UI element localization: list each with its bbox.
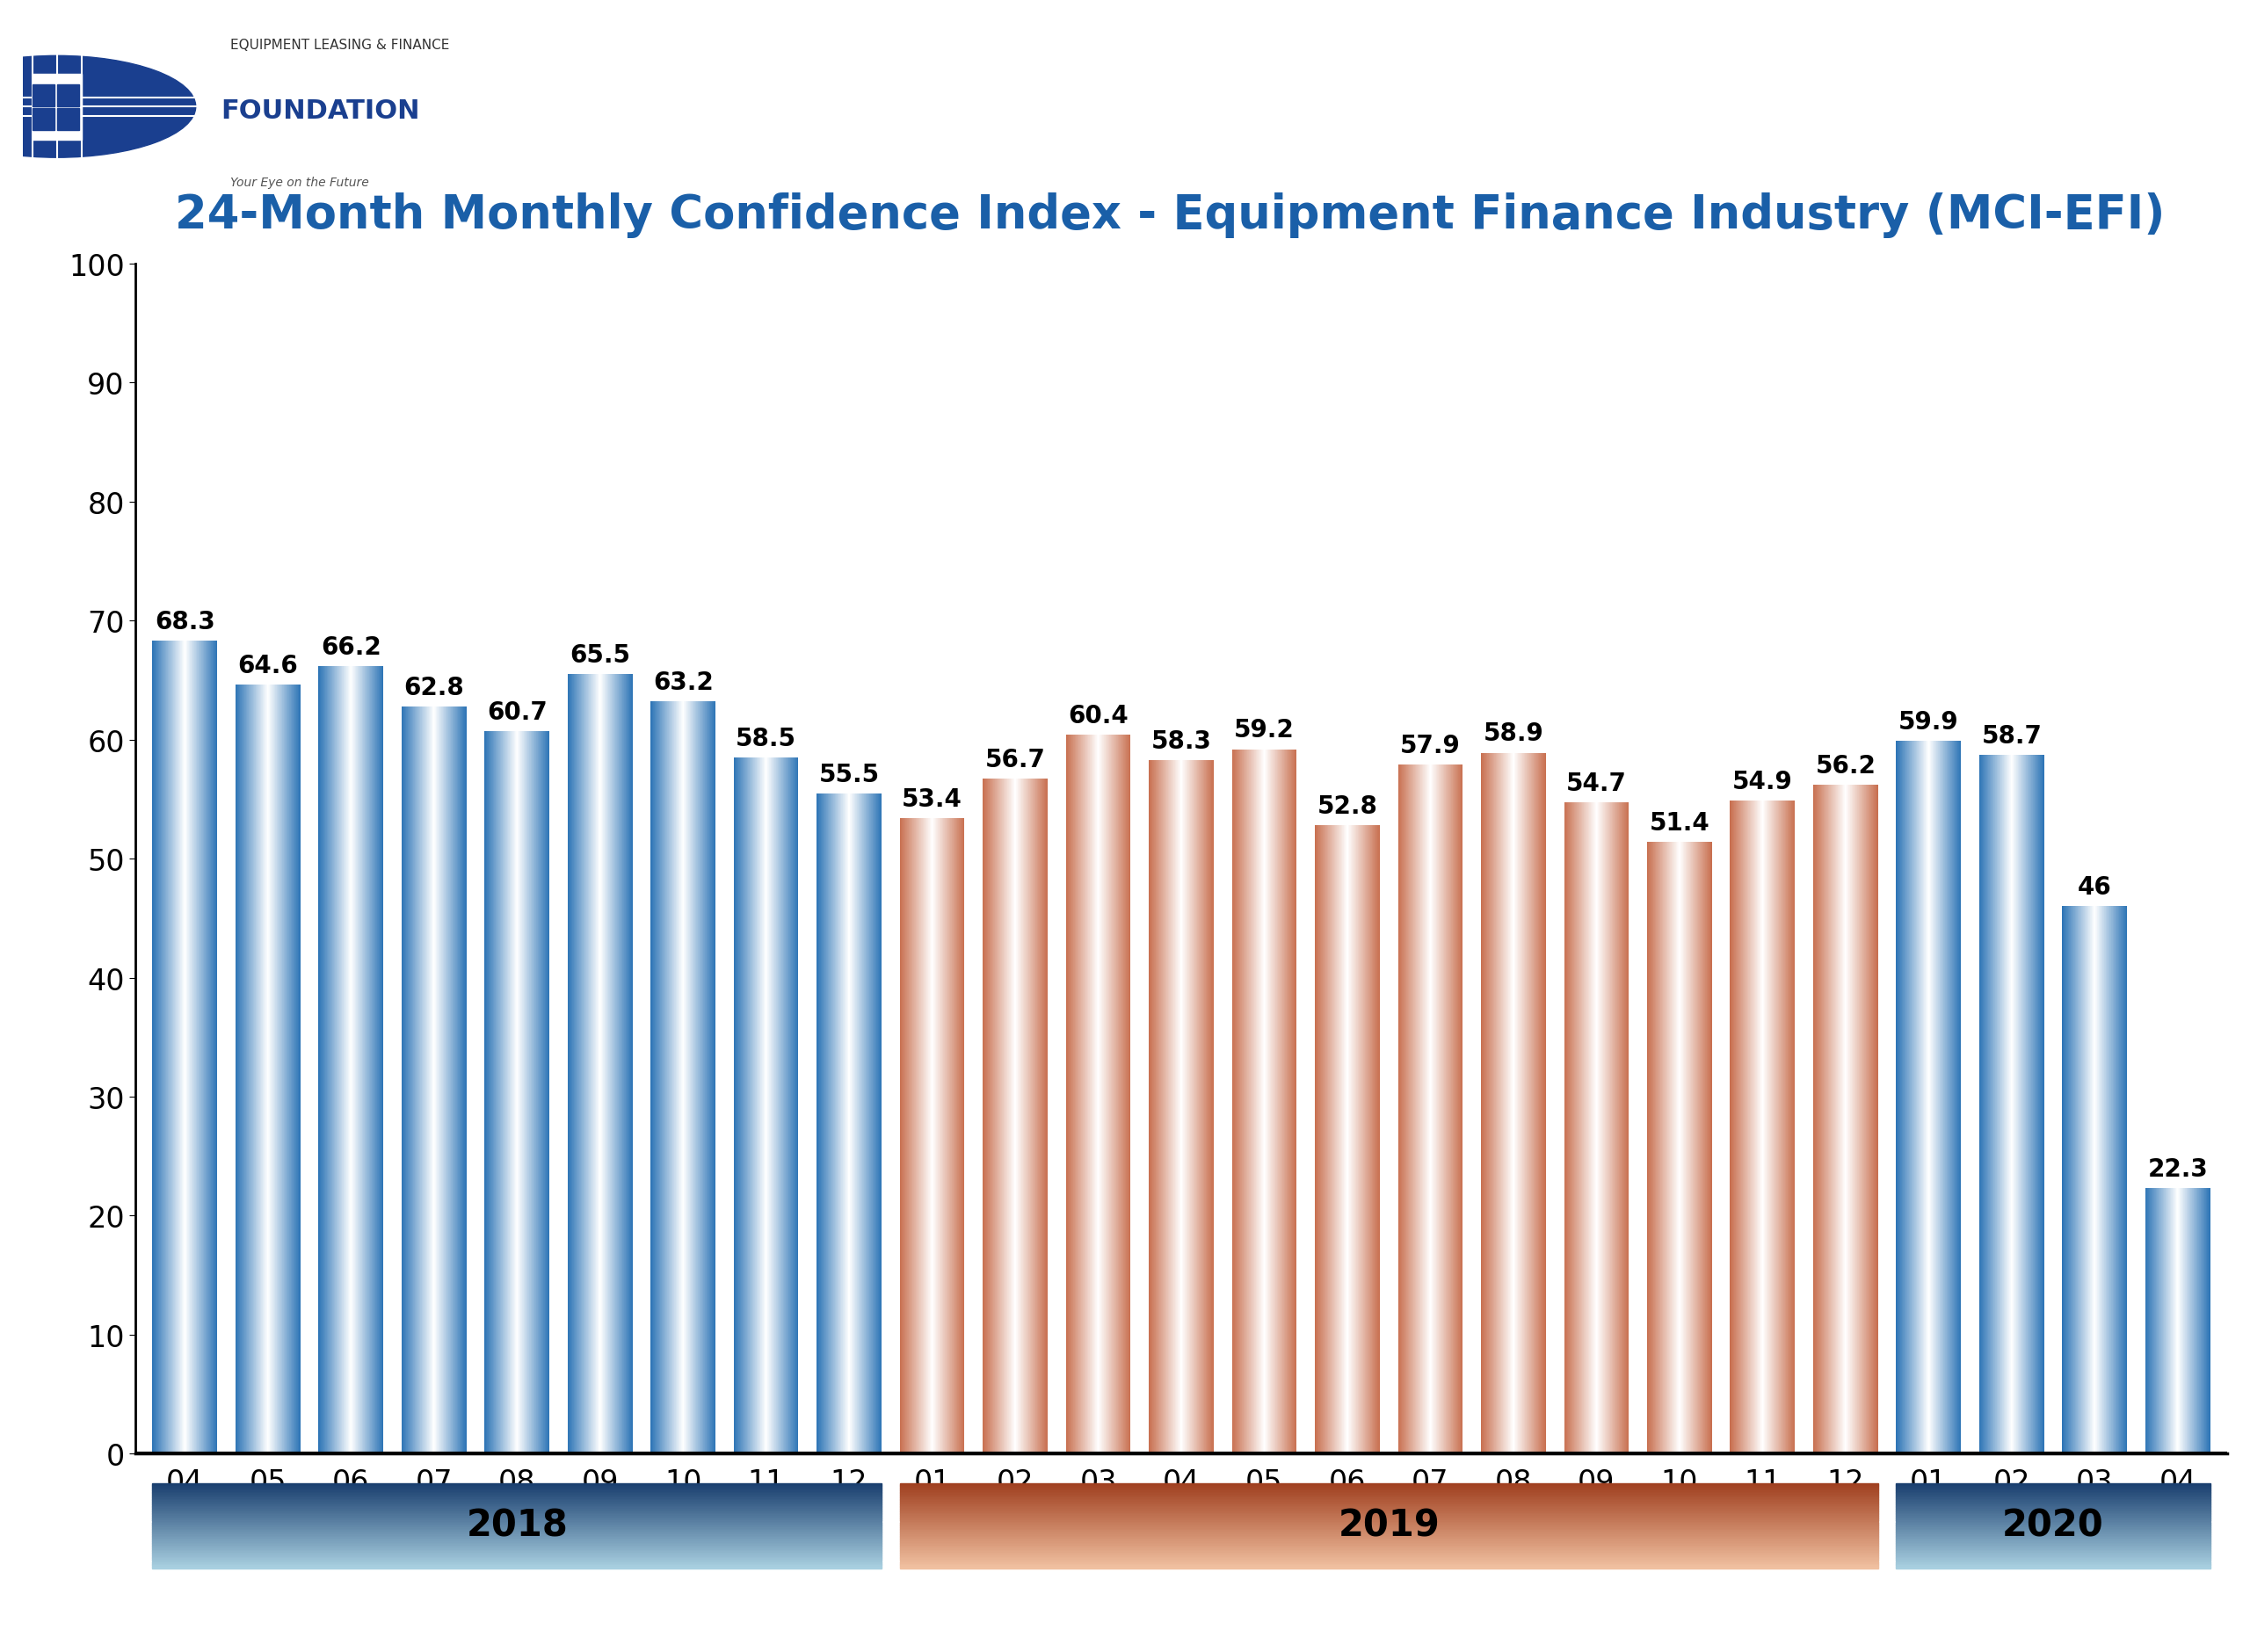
Text: 46: 46 xyxy=(2077,876,2113,899)
Text: 54.7: 54.7 xyxy=(1566,771,1627,796)
Text: 63.2: 63.2 xyxy=(652,671,713,695)
FancyBboxPatch shape xyxy=(32,74,81,140)
Text: 58.9: 58.9 xyxy=(1483,722,1544,747)
Text: 62.8: 62.8 xyxy=(403,676,464,700)
Text: 54.9: 54.9 xyxy=(1732,770,1793,793)
Text: 60.4: 60.4 xyxy=(1069,704,1130,729)
Text: 2018: 2018 xyxy=(466,1507,567,1543)
Text: Your Eye on the Future: Your Eye on the Future xyxy=(230,177,369,188)
FancyBboxPatch shape xyxy=(56,86,79,107)
FancyBboxPatch shape xyxy=(56,109,79,131)
Text: 60.7: 60.7 xyxy=(486,700,547,725)
Text: EQUIPMENT LEASING & FINANCE: EQUIPMENT LEASING & FINANCE xyxy=(230,38,450,51)
Text: 53.4: 53.4 xyxy=(902,786,963,811)
Text: 64.6: 64.6 xyxy=(238,654,297,679)
Text: 56.2: 56.2 xyxy=(1816,753,1876,778)
Text: 56.7: 56.7 xyxy=(986,748,1046,771)
FancyBboxPatch shape xyxy=(32,86,54,107)
Text: FOUNDATION: FOUNDATION xyxy=(220,99,418,124)
Text: 65.5: 65.5 xyxy=(569,643,630,667)
Text: 55.5: 55.5 xyxy=(819,762,880,786)
Text: 66.2: 66.2 xyxy=(322,634,380,659)
Text: 52.8: 52.8 xyxy=(1316,795,1377,819)
Text: 24-Month Monthly Confidence Index - Equipment Finance Industry (MCI-EFI): 24-Month Monthly Confidence Index - Equi… xyxy=(176,192,2164,238)
Text: 2019: 2019 xyxy=(1339,1507,1440,1543)
Text: 68.3: 68.3 xyxy=(155,610,216,634)
Text: 58.7: 58.7 xyxy=(1982,724,2041,748)
FancyBboxPatch shape xyxy=(32,109,54,131)
Text: 59.9: 59.9 xyxy=(1899,710,1960,733)
Text: 59.2: 59.2 xyxy=(1233,719,1294,742)
Circle shape xyxy=(0,56,196,159)
Text: 58.3: 58.3 xyxy=(1152,729,1211,753)
Text: 2020: 2020 xyxy=(2002,1507,2104,1543)
Text: 58.5: 58.5 xyxy=(736,727,796,750)
Text: 22.3: 22.3 xyxy=(2146,1156,2207,1181)
Text: 57.9: 57.9 xyxy=(1400,733,1460,758)
Text: 51.4: 51.4 xyxy=(1649,811,1710,836)
